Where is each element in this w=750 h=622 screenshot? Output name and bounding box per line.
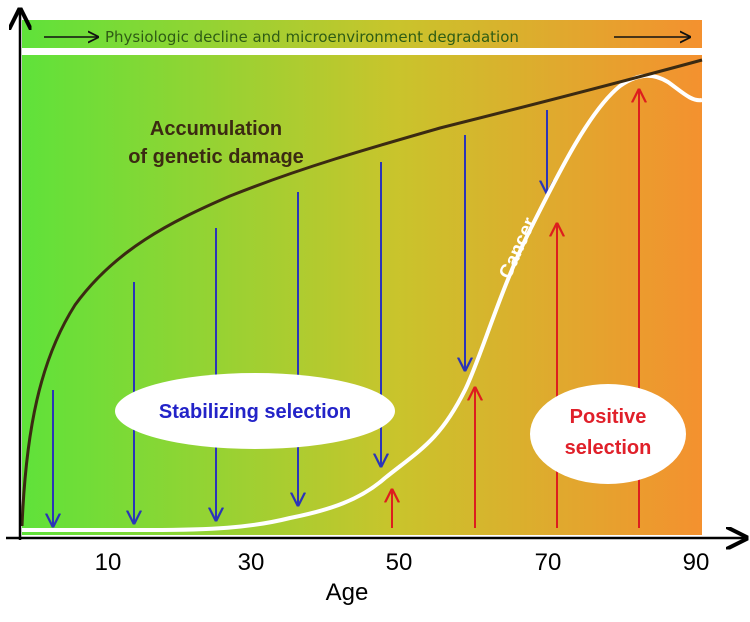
positive-selection-region: Positive selection: [530, 384, 686, 484]
damage-curve-label-line2: of genetic damage: [128, 146, 304, 168]
banner: Physiologic decline and microenvironment…: [22, 22, 702, 55]
x-tick-label: 90: [683, 549, 710, 576]
positive-selection-label-line2: selection: [565, 437, 652, 459]
genetic-damage-curve: [20, 58, 703, 527]
x-tick-label: 50: [386, 549, 413, 576]
damage-curve-label-line1: Accumulation: [150, 118, 282, 140]
x-axis-label: Age: [326, 579, 369, 606]
x-tick-label: 30: [238, 549, 265, 576]
stabilizing-selection-region: Stabilizing selection: [115, 373, 395, 449]
banner-text: Physiologic decline and microenvironment…: [105, 28, 519, 46]
x-tick-label: 70: [535, 549, 562, 576]
stabilizing-selection-label: Stabilizing selection: [159, 401, 351, 423]
x-tick-label: 10: [95, 549, 122, 576]
x-tick-labels: 10 30 50 70 90: [95, 549, 710, 576]
positive-selection-label-line1: Positive: [570, 406, 647, 428]
